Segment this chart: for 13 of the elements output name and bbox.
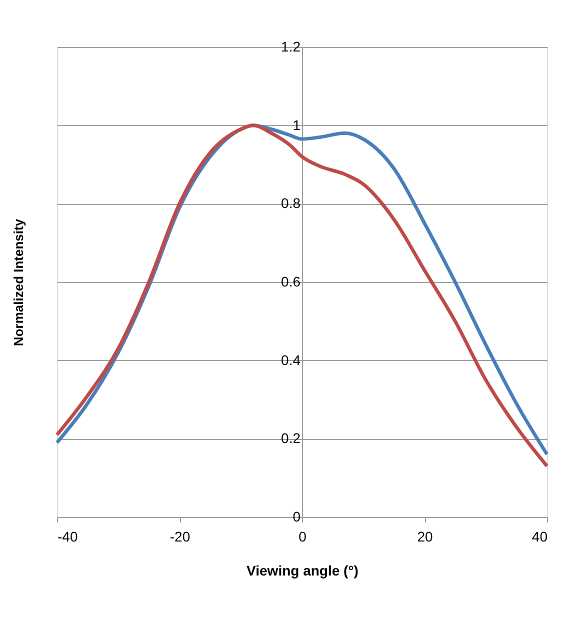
x-tick-label: -40: [58, 528, 78, 544]
y-tick-label: 0: [292, 508, 301, 524]
y-tick-label: 0.4: [281, 352, 301, 368]
x-tick-label: 20: [417, 528, 433, 544]
y-tick-label: 0.6: [281, 274, 301, 290]
x-axis-title: Viewing angle (°): [246, 562, 358, 578]
y-tick-label: 1.2: [281, 38, 301, 54]
x-tick-label: -20: [170, 528, 190, 544]
y-tick-label: 0.2: [281, 430, 301, 446]
y-tick-label: 0.8: [281, 195, 301, 212]
y-axis-title: Normalized Intensity: [11, 218, 26, 346]
y-tick-label: 1: [292, 116, 301, 133]
x-tick-label: 40: [532, 528, 548, 544]
